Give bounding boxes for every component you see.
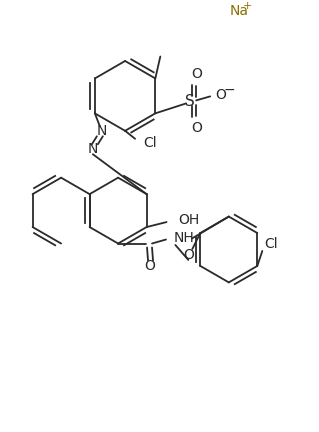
Text: O: O xyxy=(183,248,194,262)
Text: O: O xyxy=(145,260,155,273)
Text: OH: OH xyxy=(179,213,200,227)
Text: −: − xyxy=(223,83,235,96)
Text: NH: NH xyxy=(174,231,195,245)
Text: O: O xyxy=(191,67,202,82)
Text: Cl: Cl xyxy=(264,237,278,251)
Text: +: + xyxy=(243,1,252,11)
Text: Na: Na xyxy=(230,4,249,18)
Text: N: N xyxy=(88,142,98,156)
Text: S: S xyxy=(185,94,195,109)
Text: Cl: Cl xyxy=(143,136,157,150)
Text: O: O xyxy=(191,121,202,135)
Text: N: N xyxy=(97,124,107,138)
Text: O: O xyxy=(216,89,226,102)
